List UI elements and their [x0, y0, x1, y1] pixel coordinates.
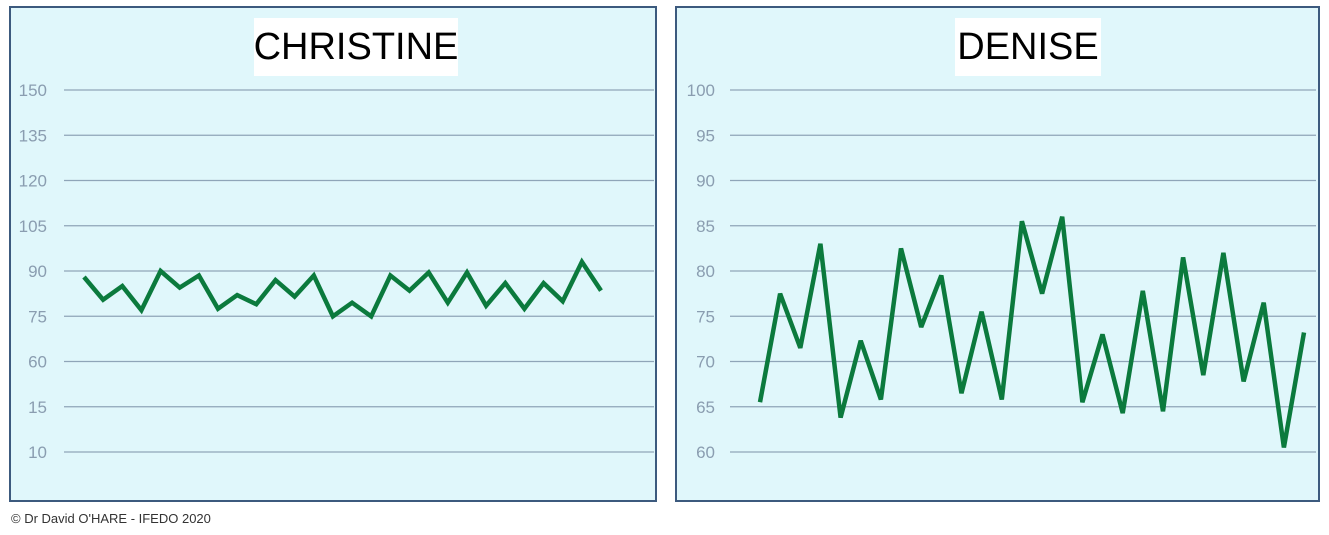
denise-chart-plot: 100 95 90 85 80 75 70 65 60 — [687, 81, 1316, 462]
christine-series-line — [82, 257, 603, 320]
y-tick-label: 10 — [28, 443, 47, 462]
y-tick-label: 65 — [696, 398, 715, 417]
y-tick-label: 90 — [696, 172, 715, 191]
y-tick-label: 105 — [19, 217, 47, 236]
chart-title-denise: DENISE — [955, 18, 1101, 76]
copyright-footer: © Dr David O'HARE - IFEDO 2020 — [11, 511, 211, 526]
chart-title-christine: CHRISTINE — [254, 18, 458, 76]
y-tick-label: 95 — [696, 126, 715, 145]
y-tick-label: 15 — [28, 398, 47, 417]
y-tick-label: 75 — [696, 307, 715, 326]
y-tick-label: 100 — [687, 81, 715, 100]
christine-chart-plot: 150 135 120 105 90 75 60 15 10 — [19, 81, 654, 462]
y-tick-label: 135 — [19, 126, 47, 145]
y-tick-label: 60 — [696, 443, 715, 462]
y-tick-label: 70 — [696, 353, 715, 372]
y-tick-label: 120 — [19, 172, 47, 191]
y-tick-label: 150 — [19, 81, 47, 100]
christine-grid: 150 135 120 105 90 75 60 15 10 — [19, 81, 654, 462]
y-tick-label: 90 — [28, 262, 47, 281]
denise-series-line — [757, 216, 1307, 448]
y-tick-label: 75 — [28, 307, 47, 326]
y-tick-label: 60 — [28, 353, 47, 372]
chart-panel-christine: 150 135 120 105 90 75 60 15 10 CHRISTINE — [9, 6, 657, 502]
y-tick-label: 85 — [696, 217, 715, 236]
y-tick-label: 80 — [696, 262, 715, 281]
chart-panel-denise: 100 95 90 85 80 75 70 65 60 DENISE — [675, 6, 1320, 502]
